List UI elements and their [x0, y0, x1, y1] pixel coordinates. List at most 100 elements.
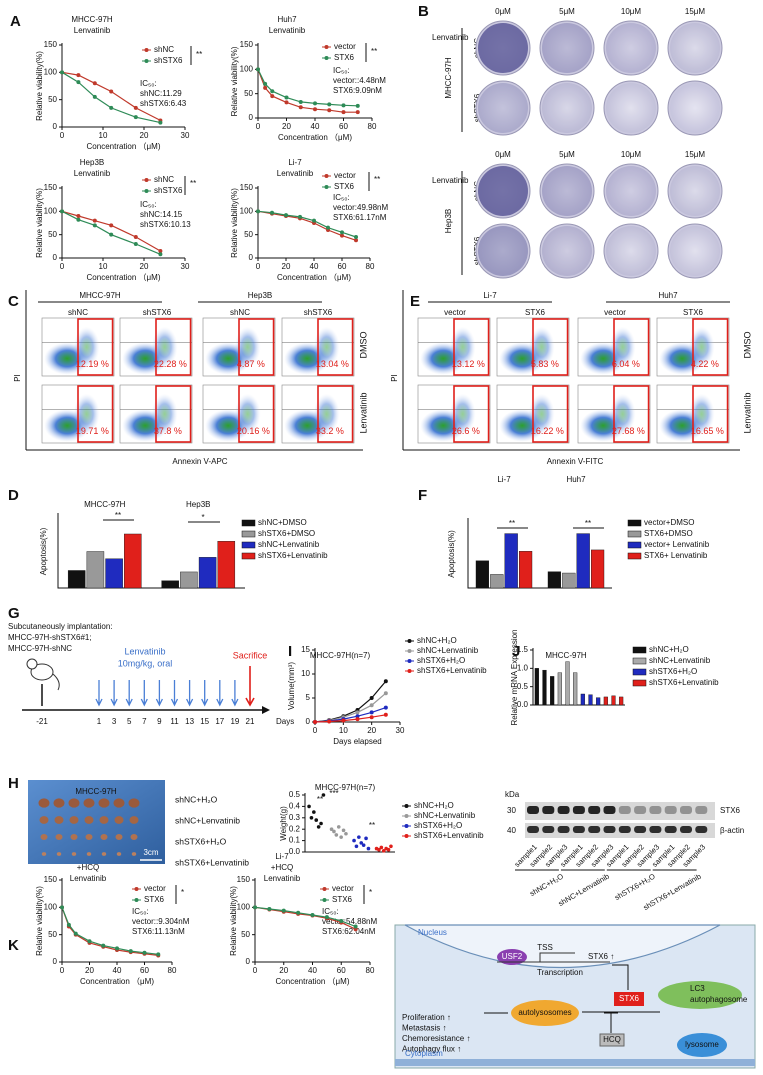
y-tick-label: 0.5: [517, 682, 529, 691]
series-line: [257, 210, 357, 241]
data-point: [158, 120, 163, 125]
cell-cloud: [73, 393, 100, 435]
dose-arrow: [140, 680, 148, 707]
panel-letter: G: [8, 605, 20, 622]
significance: **: [374, 175, 380, 184]
legend-swatch: [632, 679, 647, 687]
cell-cloud: [73, 326, 100, 368]
ic50-label: vector::4.48nM: [333, 76, 386, 85]
group-label: Hep3B: [248, 291, 272, 300]
ic50-label: IC₅₀:: [132, 907, 149, 916]
legend-label: shNC+Lenvatinib: [417, 646, 479, 655]
percentage: 19.71 %: [76, 426, 109, 436]
band: [527, 826, 539, 833]
percentage: 26.6 %: [452, 426, 480, 436]
gate-box: [77, 318, 114, 376]
tss-label: TSS: [537, 943, 553, 952]
cell-cloud: [688, 393, 715, 435]
y-tick-label: 50: [244, 230, 253, 239]
blot: [525, 802, 715, 820]
legend-marker: [144, 178, 149, 182]
y-axis-label: Volume(mm³): [287, 662, 296, 710]
y-axis-label: Apoptosis(%): [447, 530, 456, 578]
band: [695, 806, 708, 814]
band: [557, 806, 570, 814]
legend-marker: [134, 898, 139, 902]
y-tick-label: 100: [240, 64, 254, 73]
gate-box: [317, 385, 354, 443]
data-point: [87, 939, 92, 944]
band: [634, 826, 647, 833]
band: [695, 826, 708, 833]
panel-letter: A: [10, 13, 21, 30]
colonies: [542, 166, 592, 216]
day-label: 17: [215, 717, 224, 726]
data-point: [383, 691, 388, 696]
day-label: 7: [142, 717, 147, 726]
legend-label: shSTX6+Lenvatinib: [417, 666, 487, 675]
x-tick-label: 0: [256, 122, 261, 131]
x-axis-label: Concentration （μM): [278, 133, 352, 142]
gate-box: [692, 385, 729, 443]
transcription-label: Transcription: [537, 968, 583, 977]
tumor: [84, 816, 94, 824]
data-point: [314, 818, 319, 822]
legend-label: STX6+ Lenvatinib: [644, 551, 708, 560]
legend-label: shNC: [154, 45, 174, 54]
bar: [105, 558, 123, 589]
legend-label: shSTX6: [154, 186, 183, 195]
x-tick-label: 40: [311, 122, 320, 131]
series-line: [61, 71, 161, 121]
data-point: [309, 816, 314, 820]
x-tick-label: 20: [282, 122, 291, 131]
y-axis-label: Apoptosis(%): [39, 527, 48, 575]
data-point: [284, 95, 289, 100]
data-point: [355, 710, 360, 715]
legend-marker: [324, 185, 329, 189]
data-point: [109, 105, 114, 110]
effect-label: Autophagy flux ↑: [402, 1045, 461, 1054]
data-point: [158, 249, 163, 253]
gate-box: [155, 318, 192, 376]
sacrifice-arrow: [245, 666, 255, 707]
data-point: [354, 235, 358, 239]
y-tick-label: 0.0: [289, 847, 301, 856]
percentage: 16.65 %: [691, 426, 724, 436]
legend-label: shNC+Lenvatinib: [414, 811, 476, 820]
dose-label: 15μM: [685, 7, 706, 16]
effect-label: Proliferation ↑: [402, 1013, 451, 1022]
band: [542, 826, 555, 833]
bar: [86, 551, 105, 589]
significance: **: [317, 795, 323, 804]
legend-marker: [144, 48, 149, 52]
bar: [562, 572, 576, 589]
tumor: [55, 834, 63, 840]
colonies: [606, 23, 656, 73]
series-line: [61, 71, 161, 124]
data-point: [383, 712, 388, 717]
chart-title: Lenvatinib: [269, 26, 306, 35]
tumor: [99, 816, 109, 824]
data-point: [355, 714, 360, 719]
data-point: [341, 103, 346, 108]
chart-title: Huh7: [277, 15, 297, 24]
tumor: [68, 798, 80, 808]
data-point: [60, 70, 64, 75]
y-tick-label: 0.4: [289, 802, 301, 811]
lysosome: [677, 1033, 727, 1057]
y-tick-label: 5: [306, 693, 311, 702]
data-point: [133, 235, 138, 239]
percentage: 6.04 %: [612, 359, 640, 369]
gate-box: [155, 385, 192, 443]
legend-marker: [324, 174, 329, 178]
bar: [557, 672, 562, 706]
data-point: [340, 233, 344, 238]
legend-marker: [144, 59, 149, 63]
percentage: 4.87 %: [237, 359, 265, 369]
cell-cloud: [609, 393, 636, 435]
tumor: [71, 852, 77, 856]
panel-letter: F: [418, 487, 427, 504]
series-line: [61, 210, 161, 255]
tumor: [131, 852, 137, 856]
timeline-head: [262, 706, 270, 714]
